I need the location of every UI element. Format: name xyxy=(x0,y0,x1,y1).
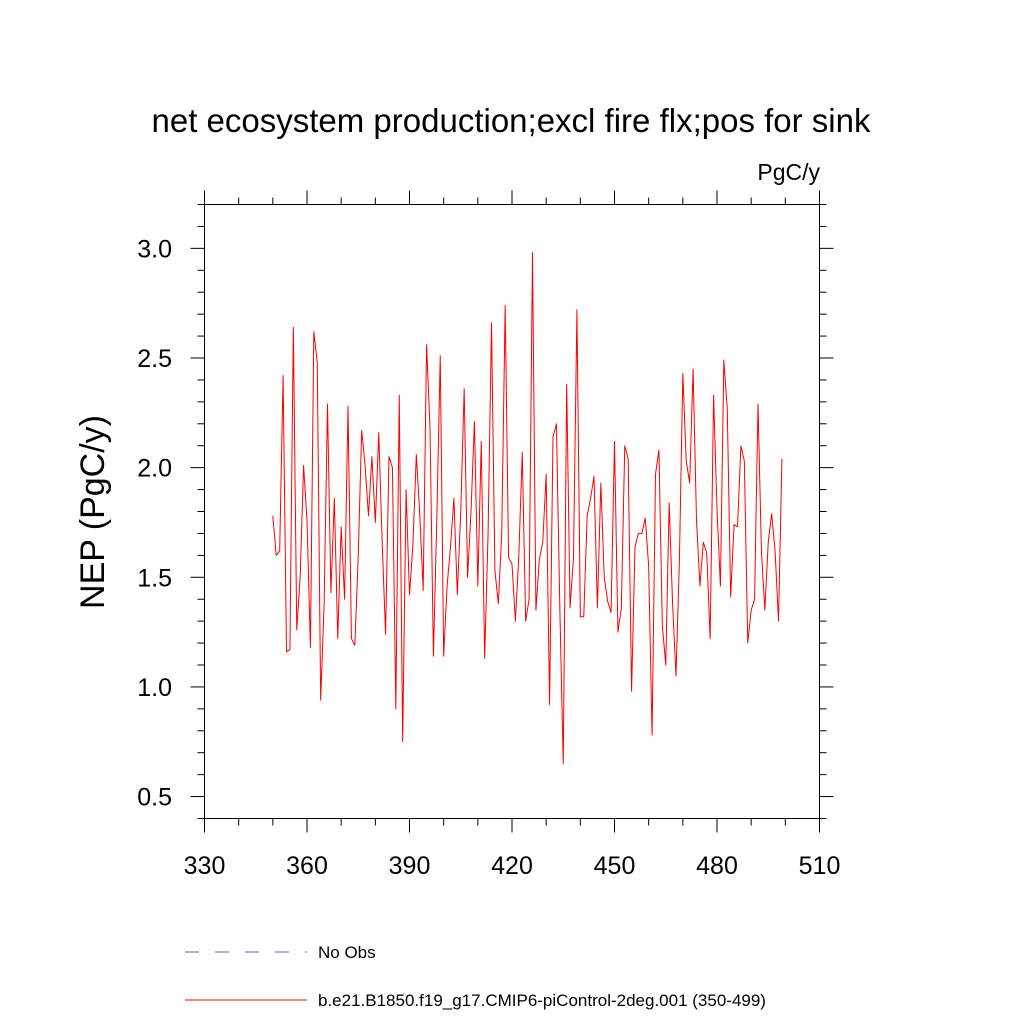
series-line-model xyxy=(272,252,783,765)
x-tick-label: 330 xyxy=(184,852,226,880)
x-tick-label: 450 xyxy=(594,852,636,880)
y-axis-label: NEP (PgC/y) xyxy=(74,415,112,609)
legend-label-obs: No Obs xyxy=(318,943,376,962)
y-tick-label: 2.5 xyxy=(137,345,172,373)
y-tick-label: 3.0 xyxy=(137,235,172,263)
x-tick-label: 510 xyxy=(799,852,841,880)
y-tick-label: 1.0 xyxy=(137,674,172,702)
y-tick-label: 1.5 xyxy=(137,564,172,592)
x-tick-label: 420 xyxy=(491,852,533,880)
x-tick-label: 480 xyxy=(696,852,738,880)
x-tick-label: 360 xyxy=(286,852,328,880)
chart-title: net ecosystem production;excl fire flx;p… xyxy=(152,102,871,139)
axis-ticks: 330 360 390 420 450 480 510 0.5 1.0 1.5 2.0 2.5 3.0 xyxy=(137,190,841,880)
plot-frame xyxy=(204,204,820,819)
x-tick-label: 390 xyxy=(389,852,431,880)
units-label: PgC/y xyxy=(757,159,820,185)
y-tick-label: 0.5 xyxy=(137,784,172,812)
series-layer xyxy=(272,252,783,765)
y-tick-label: 2.0 xyxy=(137,455,172,483)
legend-label-model: b.e21.B1850.f19_g17.CMIP6-piControl-2deg… xyxy=(318,991,766,1010)
legend: No Obs b.e21.B1850.f19_g17.CMIP6-piContro… xyxy=(185,943,766,1010)
